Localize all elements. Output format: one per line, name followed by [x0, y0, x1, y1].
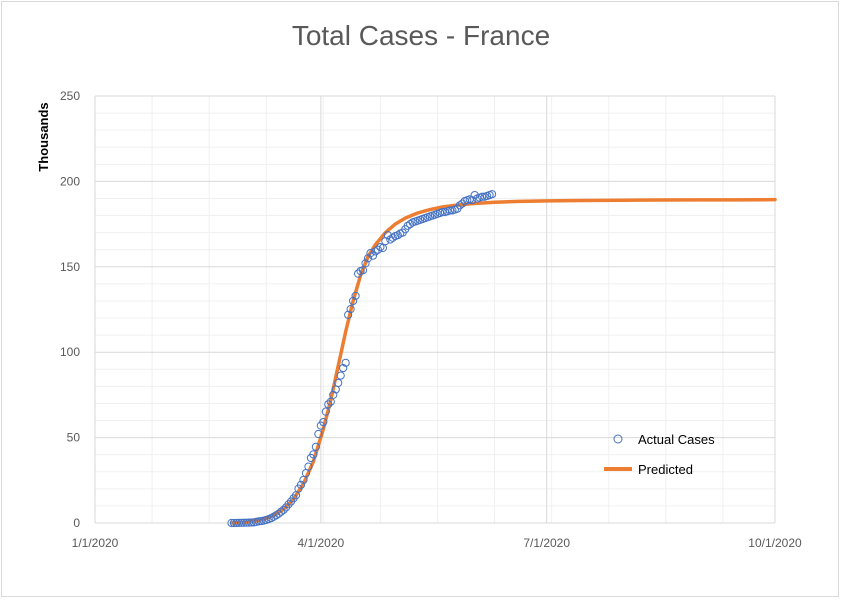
- data-point: [406, 220, 415, 229]
- data-point: [371, 247, 380, 256]
- data-point: [304, 462, 313, 471]
- y-tick-label: 100: [60, 345, 80, 359]
- data-point: [386, 235, 395, 244]
- data-point: [455, 201, 464, 210]
- data-point: [468, 196, 477, 205]
- data-point: [324, 400, 333, 409]
- x-tick-labels: 1/1/2020 4/1/2020 7/1/2020 10/1/2020: [72, 536, 802, 550]
- y-tick-labels: 0 50 100 150 200 250: [60, 89, 80, 530]
- data-point: [321, 407, 330, 416]
- x-tick-label: 4/1/2020: [297, 536, 344, 550]
- data-point: [329, 390, 338, 399]
- x-tick-label: 1/1/2020: [72, 536, 119, 550]
- data-point: [445, 206, 454, 215]
- predicted-series: [229, 197, 777, 525]
- y-tick-label: 50: [67, 431, 81, 445]
- data-point: [279, 505, 288, 514]
- data-point: [344, 310, 353, 319]
- data-point: [339, 363, 348, 373]
- data-point: [438, 208, 447, 217]
- data-point: [363, 254, 373, 263]
- x-tick-label: 10/1/2020: [748, 536, 802, 550]
- data-point: [487, 190, 497, 199]
- data-point: [314, 429, 323, 439]
- data-point: [349, 296, 358, 306]
- data-point: [346, 305, 355, 314]
- data-point: [334, 378, 343, 388]
- data-point: [336, 371, 345, 380]
- data-point: [388, 233, 397, 242]
- major-gridlines: [94, 95, 776, 524]
- y-tick-label: 150: [60, 260, 80, 274]
- x-tick-label: 7/1/2020: [523, 536, 570, 550]
- data-point: [309, 450, 318, 459]
- data-point: [341, 358, 350, 367]
- legend: Actual Cases Predicted: [604, 432, 715, 477]
- data-point: [361, 259, 370, 268]
- data-point: [478, 192, 487, 201]
- data-point: [284, 500, 293, 509]
- chart-title: Total Cases - France: [292, 20, 550, 51]
- y-tick-label: 200: [60, 174, 80, 188]
- y-tick-label: 250: [60, 89, 80, 103]
- minor-gridlines: [95, 96, 775, 523]
- data-point: [311, 442, 320, 451]
- data-point: [351, 291, 360, 300]
- data-point: [368, 251, 378, 260]
- data-point: [373, 245, 383, 254]
- predicted-line: [229, 197, 777, 525]
- data-point: [393, 231, 402, 240]
- y-tick-label: 0: [73, 516, 80, 530]
- legend-actual-label: Actual Cases: [638, 432, 715, 447]
- data-point: [277, 507, 286, 516]
- data-point: [366, 249, 375, 258]
- data-point: [319, 417, 328, 427]
- data-point: [296, 480, 306, 490]
- data-point: [274, 509, 283, 518]
- legend-actual-marker: [613, 434, 623, 444]
- actual-cases-series: [227, 190, 497, 528]
- legend-predicted-label: Predicted: [638, 462, 693, 477]
- y-axis-label: Thousands: [36, 102, 51, 171]
